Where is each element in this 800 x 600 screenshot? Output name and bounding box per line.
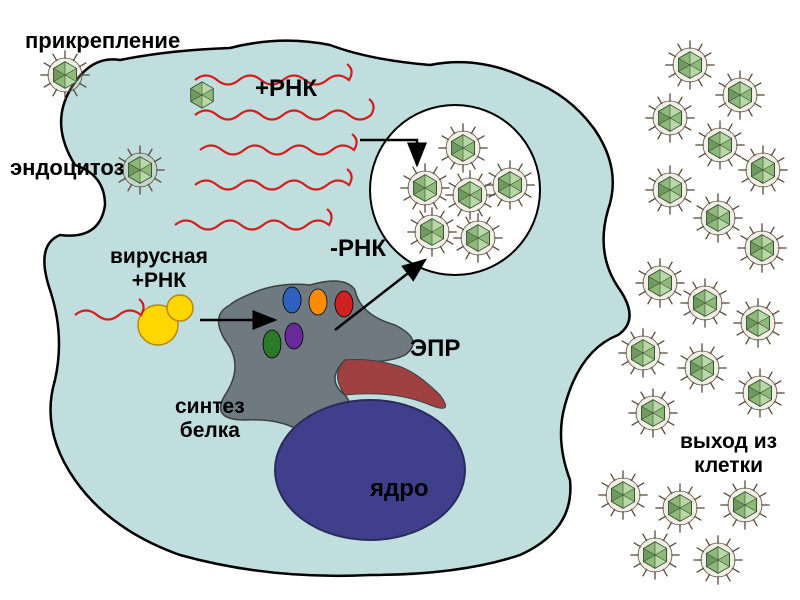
diagram-svg [0,0,800,600]
label-nucleus: ядро [370,475,429,503]
label-attach: прикрепление [25,28,180,54]
label-minus-rna: -РНК [330,235,386,263]
label-endocytosis: эндоцитоз [10,155,124,181]
label-exit: выход из клетки [680,430,777,478]
label-plus-rna: +РНК [255,75,317,103]
label-epr: ЭПР [410,335,460,363]
label-viral-rna: вирусная +РНК [110,245,208,293]
label-synthesis: синтез белка [175,395,245,443]
